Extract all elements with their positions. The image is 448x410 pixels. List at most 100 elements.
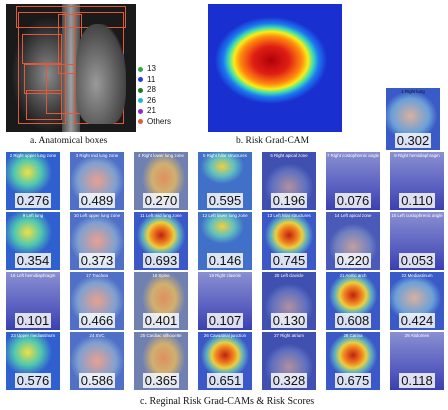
panel-b-caption: b. Risk Grad-CAM (236, 136, 310, 146)
risk-score-value: 0.586 (78, 373, 116, 388)
region-title: 10 Left upper lung zone (73, 213, 121, 218)
risk-score-value: 0.401 (142, 313, 180, 328)
region-gradcam-tile: 5 Right hilar structures 0.595 (198, 152, 252, 210)
region-gradcam-tile: 29 Abdomen 0.118 (390, 332, 444, 390)
risk-score-value: 0.745 (270, 253, 308, 268)
region-title: 4 Right lower lung zone (138, 153, 184, 158)
risk-score-value: 0.276 (14, 193, 52, 208)
anatomical-box (18, 12, 66, 124)
anatomical-boxes-image (6, 4, 136, 132)
region-gradcam-tile: 26 Cavoatrial junction 0.651 (198, 332, 252, 390)
region-gradcam-tile: 12 Left lower lung zone 0.146 (198, 212, 252, 270)
risk-score: 0.651 (198, 373, 252, 388)
risk-score: 0.101 (6, 313, 60, 328)
risk-score-value: 0.466 (78, 313, 116, 328)
region-title: 23 Upper mediastinum (10, 333, 56, 338)
risk-score: 0.354 (6, 253, 60, 268)
risk-score-value: 0.110 (399, 193, 435, 208)
region-title: 21 Aortic arch (339, 273, 367, 278)
risk-score: 0.373 (70, 253, 124, 268)
risk-score: 0.053 (390, 253, 444, 268)
region-gradcam-tile: 6 Right apical zone 0.196 (262, 152, 316, 210)
risk-score: 0.401 (134, 313, 188, 328)
legend-label: 28 (147, 85, 156, 94)
risk-score-value: 0.101 (14, 313, 52, 328)
region-title: 3 Right mid lung zone (75, 153, 119, 158)
region-gradcam-tile: 25 Cardiac silhouette 0.365 (134, 332, 188, 390)
region-title: 16 Left hemidiaphragm (10, 273, 56, 278)
risk-score-value: 0.675 (334, 373, 372, 388)
panel-c-caption: c. Reginal Risk Grad-CAMs & Risk Scores (140, 396, 315, 407)
region-title: 17 Trachea (86, 273, 108, 278)
risk-score: 0.608 (326, 313, 380, 328)
legend-item: 13 (138, 64, 171, 75)
region-title: 19 Right clavicle (209, 273, 241, 278)
risk-score: 0.276 (6, 193, 60, 208)
risk-score: 0.146 (198, 253, 252, 268)
region-gradcam-tile: 21 Aortic arch 0.608 (326, 272, 380, 330)
risk-score-value: 0.302 (394, 133, 432, 148)
region-title: 29 Abdomen (404, 333, 430, 338)
risk-score-value: 0.365 (142, 373, 180, 388)
risk-score-value: 0.373 (78, 253, 116, 268)
risk-score: 0.586 (70, 373, 124, 388)
region-gradcam-tile: 3 Right mid lung zone 0.489 (70, 152, 124, 210)
region-title: 9 Left lung (22, 213, 44, 218)
risk-score: 0.076 (326, 193, 380, 208)
risk-score: 0.130 (262, 313, 316, 328)
region-gradcam-tile: 27 Right atrium 0.328 (262, 332, 316, 390)
panel-a-caption: a. Anatomical boxes (30, 136, 108, 146)
region-gradcam-tile: 20 Left clavicle 0.130 (262, 272, 316, 330)
region-title: 27 Right atrium (274, 333, 304, 338)
region-title: 24 SVC (89, 333, 105, 338)
region-gradcam-tile: 24 SVC 0.586 (70, 332, 124, 390)
risk-score: 0.302 (386, 133, 440, 148)
legend-dot (138, 108, 143, 114)
legend-label: 11 (147, 74, 156, 84)
risk-score-value: 0.608 (334, 313, 372, 328)
risk-score-value: 0.489 (78, 193, 116, 208)
region-title: 13 Left hilar structures (267, 213, 311, 218)
legend-label: 13 (147, 64, 156, 73)
legend-item: Others (138, 117, 171, 128)
risk-score-value: 0.107 (206, 313, 244, 328)
anatomical-box (16, 6, 126, 28)
region-gradcam-tile: 1 Right lung 0.302 (386, 88, 440, 150)
region-title: 14 Left apical zone (334, 213, 372, 218)
risk-score: 0.196 (262, 193, 316, 208)
region-gradcam-tile: 17 Trachea 0.466 (70, 272, 124, 330)
risk-gradcam-heatmap (208, 4, 342, 132)
risk-score: 0.118 (390, 373, 444, 388)
legend-item: 11 (138, 75, 171, 86)
legend-dot (138, 66, 143, 72)
risk-score: 0.328 (262, 373, 316, 388)
legend: 13 11 28 26 21 Others (138, 64, 171, 127)
legend-label: Others (147, 116, 172, 126)
region-title: 26 Cavoatrial junction (203, 333, 247, 338)
region-title: 18 Spine (152, 273, 170, 278)
risk-score-value: 0.146 (206, 253, 244, 268)
risk-score: 0.466 (70, 313, 124, 328)
legend-dot (138, 77, 143, 83)
region-title: 28 Carina (343, 333, 363, 338)
risk-score-value: 0.328 (270, 373, 308, 388)
region-gradcam-tile: 8 Right hemidiaphragm 0.110 (390, 152, 444, 210)
anatomical-box (26, 90, 62, 120)
anatomical-box (46, 64, 106, 114)
risk-score-value: 0.130 (270, 313, 308, 328)
region-gradcam-tile: 28 Carina 0.675 (326, 332, 380, 390)
region-title: 20 Left clavicle (274, 273, 304, 278)
risk-score: 0.365 (134, 373, 188, 388)
region-title: 15 Left costophrenic angle (391, 213, 443, 218)
risk-score-value: 0.424 (398, 313, 436, 328)
region-title: 22 Mediastinum (401, 273, 433, 278)
risk-score: 0.576 (6, 373, 60, 388)
risk-score: 0.595 (198, 193, 252, 208)
region-title: 1 Right lung (401, 89, 425, 94)
region-title: 6 Right apical zone (270, 153, 308, 158)
region-title: 12 Left lower lung zone (202, 213, 248, 218)
anatomical-box (22, 34, 62, 64)
region-gradcam-tile: 7 Right costophrenic angle 0.076 (326, 152, 380, 210)
risk-score-value: 0.354 (14, 253, 52, 268)
region-gradcam-tile: 14 Left apical zone 0.220 (326, 212, 380, 270)
